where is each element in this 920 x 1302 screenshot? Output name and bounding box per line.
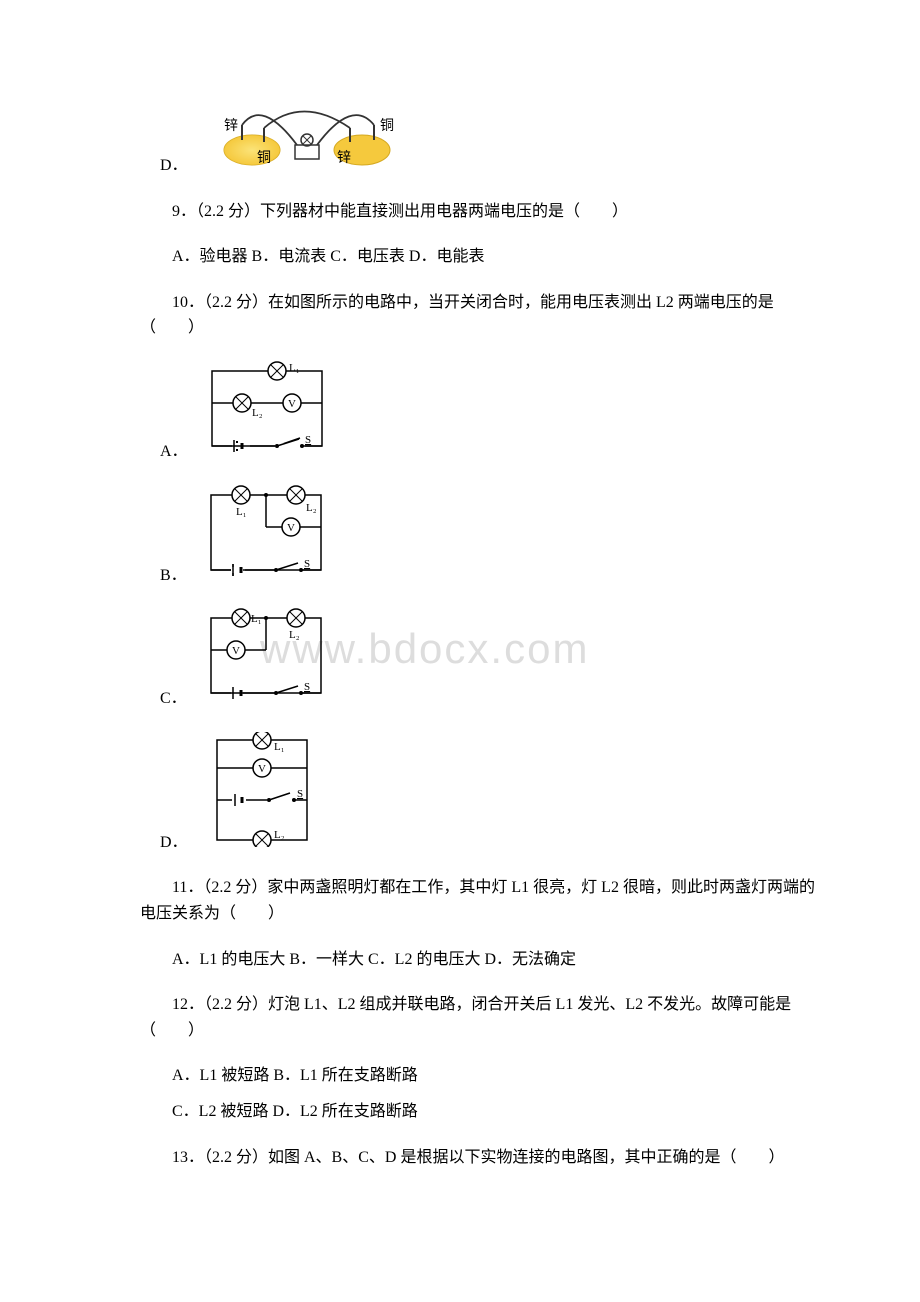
- q8-option-d-label: D．: [160, 153, 188, 179]
- q10-b-label: B．: [160, 563, 187, 589]
- svg-text:L₂: L₂: [289, 629, 300, 641]
- svg-text:L₂: L₂: [252, 407, 263, 419]
- q8-option-d: D．: [160, 100, 820, 179]
- q10-a-label: A．: [160, 439, 188, 465]
- svg-text:V: V: [232, 645, 240, 657]
- q10-c-label: C．: [160, 686, 187, 712]
- q11-options: A．L1 的电压大 B．一样大 C．L2 的电压大 D．无法确定: [140, 947, 820, 973]
- zn-left-label: 锌: [224, 118, 238, 134]
- document-content: D．: [140, 100, 820, 1170]
- zn-right-label: 锌: [337, 150, 351, 166]
- svg-text:V: V: [287, 522, 295, 534]
- svg-text:S: S: [305, 434, 311, 446]
- q10-d-label: D．: [160, 830, 188, 856]
- svg-text:L₁: L₁: [251, 613, 262, 625]
- svg-text:V: V: [258, 763, 266, 775]
- q11-stem: 11．（2.2 分）家中两盏照明灯都在工作，其中灯 L1 很亮，灯 L2 很暗，…: [140, 875, 820, 926]
- cu-left-label: 铜: [257, 150, 271, 166]
- svg-text:L₁: L₁: [289, 362, 300, 374]
- svg-text:S: S: [304, 558, 310, 570]
- q9-options: A．验电器 B．电流表 C．电压表 D．电能表: [140, 244, 820, 270]
- q10-option-a: A． L₁ L₂ V: [160, 361, 820, 465]
- cu-right-label: 铜: [380, 118, 394, 134]
- q12-options-2: C．L2 被短路 D．L2 所在支路断路: [140, 1099, 820, 1125]
- svg-text:L₂: L₂: [306, 502, 317, 514]
- svg-text:L₁: L₁: [236, 506, 247, 518]
- q13-stem: 13．（2.2 分）如图 A、B、C、D 是根据以下实物连接的电路图，其中正确的…: [140, 1145, 820, 1171]
- q8-lemon-diagram: 锌 铜 锌 铜: [202, 100, 412, 179]
- q10-stem: 10．（2.2 分）在如图所示的电路中，当开关闭合时，能用电压表测出 L2 两端…: [140, 290, 820, 341]
- svg-text:L₁: L₁: [274, 741, 285, 753]
- q9-stem: 9．（2.2 分）下列器材中能直接测出用电器两端电压的是（ ）: [140, 199, 820, 225]
- svg-text:L₂: L₂: [274, 829, 285, 841]
- svg-text:S: S: [297, 788, 303, 800]
- q10-option-b: B． L₁ L₂ V: [160, 485, 820, 589]
- q10-option-c: C． L₁ L₂ V: [160, 608, 820, 712]
- q12-stem: 12．（2.2 分）灯泡 L1、L2 组成并联电路，闭合开关后 L1 发光、L2…: [140, 992, 820, 1043]
- svg-text:S: S: [304, 681, 310, 693]
- svg-text:V: V: [288, 398, 296, 410]
- q10-option-d: D． L₁ V S: [160, 732, 820, 856]
- q12-options-1: A．L1 被短路 B．L1 所在支路断路: [140, 1063, 820, 1089]
